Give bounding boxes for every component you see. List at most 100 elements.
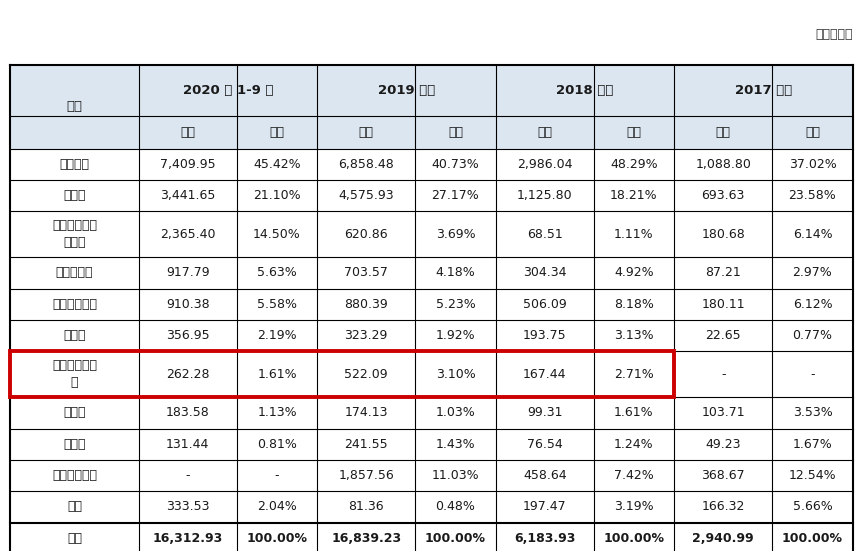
Text: 项目: 项目 (66, 100, 83, 113)
Text: 99.31: 99.31 (527, 406, 563, 419)
Text: 693.63: 693.63 (702, 189, 745, 202)
Text: 5.63%: 5.63% (257, 266, 297, 279)
Text: 3.69%: 3.69% (436, 228, 476, 241)
Text: 40.73%: 40.73% (432, 158, 479, 171)
Text: 2,986.04: 2,986.04 (517, 158, 572, 171)
Text: 1,125.80: 1,125.80 (517, 189, 572, 202)
Bar (10, 116, 853, 149)
Text: 2018 年度: 2018 年度 (557, 84, 614, 97)
Text: 3.53%: 3.53% (792, 406, 832, 419)
Bar (10, 149, 853, 180)
Text: 458.64: 458.64 (523, 469, 566, 482)
Text: 2,940.99: 2,940.99 (692, 532, 754, 545)
Text: 14.50%: 14.50% (253, 228, 301, 241)
Text: 委外设计开发
测试费: 委外设计开发 测试费 (52, 219, 97, 249)
Bar (10, 491, 853, 522)
Text: 4.92%: 4.92% (614, 266, 654, 279)
Text: 3.10%: 3.10% (436, 368, 476, 381)
Text: 福利费: 福利费 (63, 329, 85, 342)
Text: 人工成本: 人工成本 (60, 158, 90, 171)
Text: 1.67%: 1.67% (792, 437, 832, 451)
Text: 5.58%: 5.58% (257, 298, 297, 311)
Text: 2019 年度: 2019 年度 (378, 84, 435, 97)
Text: 5.23%: 5.23% (436, 298, 476, 311)
Text: 2,365.40: 2,365.40 (160, 228, 216, 241)
Text: 262.28: 262.28 (166, 368, 210, 381)
Text: -: - (274, 469, 280, 482)
Text: 166.32: 166.32 (702, 500, 745, 514)
Bar (10, 320, 853, 351)
Text: 2017 年度: 2017 年度 (734, 84, 792, 97)
Text: 占比: 占比 (805, 126, 820, 139)
Text: -: - (810, 368, 815, 381)
Text: 304.34: 304.34 (523, 266, 566, 279)
Text: 197.47: 197.47 (523, 500, 566, 514)
Bar (10, 522, 853, 551)
Text: 差旅费: 差旅费 (63, 437, 85, 451)
Text: 占比: 占比 (448, 126, 463, 139)
Text: 2.71%: 2.71% (614, 368, 654, 381)
Text: 材料费: 材料费 (63, 189, 85, 202)
Text: 0.81%: 0.81% (257, 437, 297, 451)
Bar (10, 429, 853, 460)
Bar (10, 351, 853, 397)
Text: 48.29%: 48.29% (610, 158, 658, 171)
Bar (10, 257, 853, 289)
Text: 办公费: 办公费 (63, 406, 85, 419)
Text: 2.04%: 2.04% (257, 500, 297, 514)
Text: 180.11: 180.11 (702, 298, 745, 311)
Text: 22.65: 22.65 (705, 329, 741, 342)
Text: 910.38: 910.38 (166, 298, 210, 311)
Text: 167.44: 167.44 (523, 368, 566, 381)
Text: 0.48%: 0.48% (436, 500, 476, 514)
Text: 3.13%: 3.13% (614, 329, 654, 342)
Text: 368.67: 368.67 (702, 469, 745, 482)
Text: 6.14%: 6.14% (793, 228, 832, 241)
Text: 1.11%: 1.11% (614, 228, 654, 241)
Bar (10, 289, 853, 320)
Text: 金额: 金额 (715, 126, 731, 139)
Text: -: - (186, 469, 190, 482)
Text: 1.13%: 1.13% (257, 406, 297, 419)
Text: 7,409.95: 7,409.95 (160, 158, 216, 171)
Text: 16,839.23: 16,839.23 (331, 532, 401, 545)
Text: 2020 年 1-9 月: 2020 年 1-9 月 (183, 84, 274, 97)
Text: 折旧及摊销: 折旧及摊销 (56, 266, 93, 279)
Text: 76.54: 76.54 (526, 437, 563, 451)
Text: 3,441.65: 3,441.65 (160, 189, 216, 202)
Bar (10, 351, 674, 397)
Text: 174.13: 174.13 (344, 406, 388, 419)
Text: 522.09: 522.09 (344, 368, 388, 381)
Bar (10, 211, 853, 257)
Text: 100.00%: 100.00% (782, 532, 843, 545)
Bar (10, 180, 853, 211)
Text: 323.29: 323.29 (344, 329, 388, 342)
Text: 1.24%: 1.24% (614, 437, 654, 451)
Text: 37.02%: 37.02% (789, 158, 836, 171)
Text: 16,312.93: 16,312.93 (153, 532, 223, 545)
Text: 占比: 占比 (269, 126, 285, 139)
Text: 合计: 合计 (67, 532, 82, 545)
Text: 100.00%: 100.00% (247, 532, 307, 545)
Text: 81.36: 81.36 (349, 500, 384, 514)
Text: 金额: 金额 (538, 126, 552, 139)
Text: 8.18%: 8.18% (614, 298, 654, 311)
Bar (10, 65, 853, 116)
Text: 917.79: 917.79 (166, 266, 210, 279)
Text: 27.17%: 27.17% (432, 189, 479, 202)
Text: 6,858.48: 6,858.48 (338, 158, 394, 171)
Text: 1.92%: 1.92% (436, 329, 476, 342)
Text: 21.10%: 21.10% (253, 189, 301, 202)
Text: 356.95: 356.95 (166, 329, 210, 342)
Text: 45.42%: 45.42% (253, 158, 301, 171)
Text: 1,088.80: 1,088.80 (696, 158, 751, 171)
Text: 49.23: 49.23 (705, 437, 741, 451)
Text: 193.75: 193.75 (523, 329, 566, 342)
Text: 11.03%: 11.03% (432, 469, 479, 482)
Text: 333.53: 333.53 (166, 500, 210, 514)
Text: 金额: 金额 (180, 126, 195, 139)
Text: 其他: 其他 (67, 500, 82, 514)
Text: 1.61%: 1.61% (614, 406, 654, 419)
Text: 241.55: 241.55 (344, 437, 388, 451)
Text: 2.97%: 2.97% (792, 266, 832, 279)
